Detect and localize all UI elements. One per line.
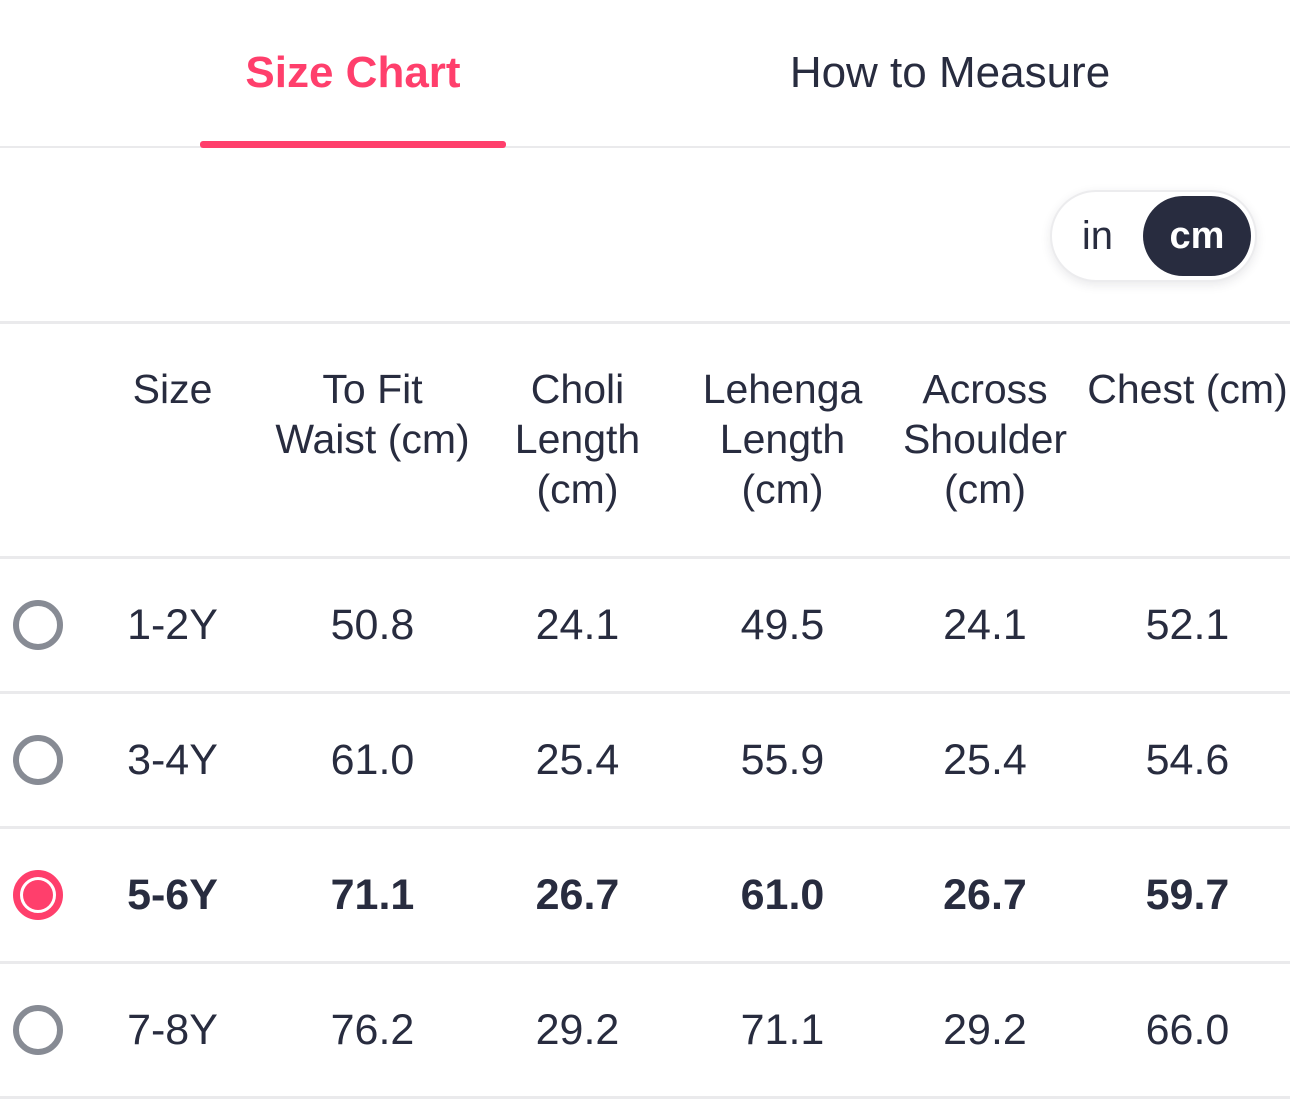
to-fit-waist-value: 76.2: [330, 1005, 415, 1054]
choli-length-value: 24.1: [535, 600, 620, 649]
size-radio-unselected[interactable]: [12, 1005, 63, 1055]
column-header-lehenga-length: Lehenga Length (cm): [702, 366, 863, 512]
lehenga-length-value: 49.5: [740, 600, 825, 649]
lehenga-length-value: 55.9: [740, 735, 825, 784]
choli-length-value: 29.2: [535, 1005, 620, 1054]
chest-value: 66.0: [1145, 1005, 1230, 1054]
size-radio-unselected[interactable]: [12, 735, 63, 785]
table-row[interactable]: 1-2Y 50.8 24.1 49.5 24.1 52.1: [0, 559, 1290, 694]
across-shoulder-value: 25.4: [943, 735, 1027, 784]
chest-value: 52.1: [1145, 600, 1230, 649]
size-label: 3-4Y: [127, 735, 218, 784]
across-shoulder-value: 29.2: [943, 1005, 1027, 1054]
unit-toggle[interactable]: in cm: [1050, 190, 1257, 282]
tab-size-chart-label: Size Chart: [245, 48, 461, 97]
table-row[interactable]: 7-8Y 76.2 29.2 71.1 29.2 66.0: [0, 964, 1290, 1099]
across-shoulder-value: 26.7: [943, 870, 1027, 919]
size-chart-table: Size To Fit Waist (cm) Choli Length (cm)…: [0, 321, 1290, 1099]
column-header-chest: Chest (cm): [1087, 366, 1288, 412]
table-row[interactable]: 3-4Y 61.0 25.4 55.9 25.4 54.6: [0, 694, 1290, 829]
choli-length-value: 26.7: [535, 870, 620, 919]
column-header-choli-length: Choli Length (cm): [514, 366, 641, 512]
table-header-row: Size To Fit Waist (cm) Choli Length (cm)…: [0, 321, 1290, 559]
unit-option-in[interactable]: in: [1081, 213, 1114, 258]
lehenga-length-value: 71.1: [740, 1005, 825, 1054]
chest-value: 54.6: [1145, 735, 1230, 784]
to-fit-waist-value: 50.8: [330, 600, 415, 649]
table-row-selected[interactable]: 5-6Y 71.1 26.7 61.0 26.7 59.7: [0, 829, 1290, 964]
size-radio-selected[interactable]: [12, 870, 63, 920]
column-header-radio-spacer: [0, 364, 75, 514]
size-label: 1-2Y: [127, 600, 218, 649]
column-header-across-shoulder: Across Shoulder (cm): [902, 366, 1068, 512]
tab-bar: Size Chart How to Measure: [0, 0, 1290, 148]
chest-value: 59.7: [1145, 870, 1230, 919]
size-radio-unselected[interactable]: [12, 600, 63, 650]
unit-toggle-section: in cm: [0, 148, 1290, 321]
unit-option-cm-selected[interactable]: cm: [1143, 196, 1251, 276]
column-header-size: Size: [132, 366, 213, 412]
tab-how-to-measure[interactable]: How to Measure: [745, 0, 1155, 146]
tab-size-chart[interactable]: Size Chart: [200, 0, 506, 148]
size-label: 5-6Y: [127, 870, 218, 919]
to-fit-waist-value: 61.0: [330, 735, 415, 784]
tab-how-to-measure-label: How to Measure: [789, 48, 1111, 97]
lehenga-length-value: 61.0: [740, 870, 825, 919]
active-tab-indicator: [200, 141, 506, 148]
size-label: 7-8Y: [127, 1005, 218, 1054]
to-fit-waist-value: 71.1: [330, 870, 415, 919]
across-shoulder-value: 24.1: [943, 600, 1027, 649]
choli-length-value: 25.4: [535, 735, 620, 784]
column-header-to-fit-waist: To Fit Waist (cm): [275, 366, 470, 462]
